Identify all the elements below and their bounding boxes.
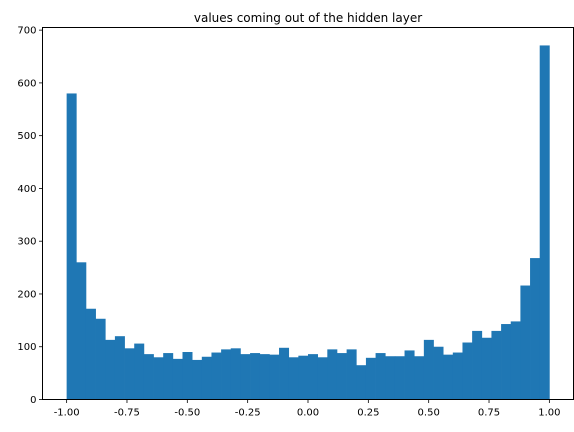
- histogram-bar: [481, 337, 492, 400]
- y-tick-label: 0: [30, 395, 36, 406]
- y-tick-label: 500: [17, 131, 36, 142]
- histogram-bar: [336, 353, 347, 400]
- histogram-bar: [172, 358, 183, 400]
- y-tick-label: 100: [17, 342, 36, 353]
- y-tick-label: 700: [17, 26, 36, 37]
- histogram-bar: [105, 339, 116, 400]
- y-tick-label: 200: [17, 289, 36, 300]
- x-tick-label: 0.25: [357, 408, 379, 419]
- histogram-bar: [452, 352, 463, 400]
- histogram-bar: [114, 336, 125, 400]
- histogram-bar: [279, 347, 290, 400]
- histogram-bar: [491, 330, 502, 400]
- histogram-bar: [124, 348, 135, 400]
- histogram-bar: [443, 354, 454, 400]
- histogram-bar: [433, 346, 444, 400]
- histogram-bar: [404, 350, 415, 400]
- histogram-bar: [423, 339, 434, 400]
- histogram-bar: [85, 308, 96, 400]
- histogram-bar: [192, 359, 203, 400]
- histogram-bar: [66, 93, 77, 400]
- histogram-bar: [375, 353, 386, 400]
- histogram-bar: [163, 353, 174, 400]
- histogram-bar: [472, 330, 483, 400]
- x-tick-label: -1.00: [54, 408, 80, 419]
- histogram-bars: [66, 45, 550, 400]
- histogram-bar: [356, 365, 367, 400]
- x-tick-label: 0.50: [418, 408, 440, 419]
- histogram-bar: [134, 343, 145, 400]
- x-tick-label: -0.50: [174, 408, 200, 419]
- histogram-bar: [182, 352, 193, 400]
- histogram-bar: [240, 354, 251, 400]
- histogram-bar: [462, 342, 473, 400]
- histogram-bar: [76, 262, 87, 400]
- histogram-bar: [414, 356, 425, 400]
- chart-title: values coming out of the hidden layer: [194, 11, 422, 25]
- x-axis: -1.00 -0.75 -0.50 -0.25 0.00 0.25 0.50 0.75 1.00: [54, 399, 560, 419]
- x-tick-label: -0.25: [235, 408, 261, 419]
- histogram-bar: [211, 352, 222, 400]
- histogram-bar: [230, 348, 241, 400]
- histogram-bar: [250, 353, 261, 400]
- histogram-bar: [520, 285, 531, 400]
- histogram-bar: [143, 354, 154, 400]
- x-tick-label: -0.75: [114, 408, 140, 419]
- histogram-bar: [153, 357, 164, 400]
- histogram-bar: [385, 356, 396, 400]
- y-axis: 0 100 200 300 400 500 600 700: [17, 26, 43, 406]
- histogram-bar: [530, 258, 541, 400]
- histogram-bar: [259, 354, 270, 400]
- histogram-bar: [510, 321, 521, 400]
- histogram-bar: [501, 324, 512, 400]
- y-tick-label: 400: [17, 184, 36, 195]
- x-tick-label: 0.00: [297, 408, 319, 419]
- y-tick-label: 300: [17, 237, 36, 248]
- histogram-bar: [394, 356, 405, 400]
- x-tick-label: 0.75: [478, 408, 500, 419]
- histogram-bar: [365, 357, 376, 400]
- histogram-bar: [288, 357, 299, 400]
- histogram-bar: [221, 349, 232, 400]
- histogram-bar: [95, 318, 106, 400]
- histogram-bar: [539, 45, 550, 400]
- histogram-bar: [269, 354, 280, 400]
- histogram-bar: [346, 349, 357, 400]
- histogram-bar: [298, 355, 309, 400]
- x-tick-label: 1.00: [538, 408, 560, 419]
- histogram-bar: [201, 356, 212, 400]
- histogram-bar: [327, 349, 338, 400]
- y-tick-label: 600: [17, 78, 36, 89]
- histogram-bar: [317, 357, 328, 400]
- histogram-bar: [308, 354, 319, 400]
